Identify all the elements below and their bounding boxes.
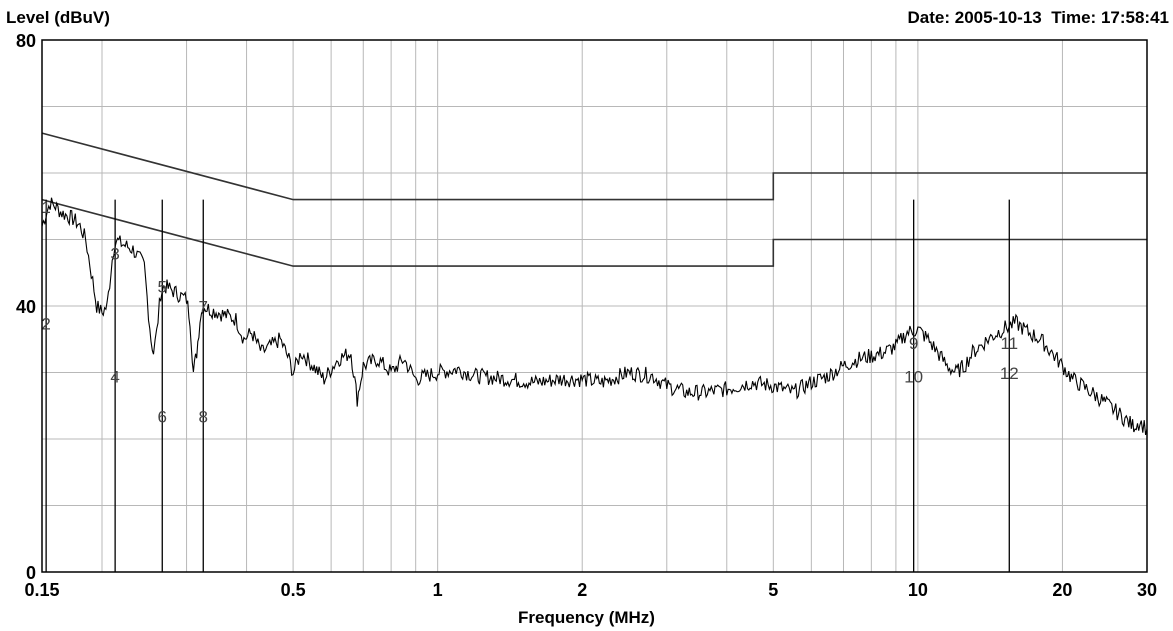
x-tick-label: 5 [768, 580, 778, 600]
marker-label-8: 8 [199, 407, 208, 426]
marker-label-5: 5 [158, 278, 167, 297]
x-tick-label: 20 [1052, 580, 1072, 600]
x-tick-label: 30 [1137, 580, 1157, 600]
limit-line-1 [41, 132, 1147, 201]
y-tick-label: 40 [16, 297, 36, 317]
limit-line-2 [41, 198, 1147, 267]
x-tick-label: 1 [433, 580, 443, 600]
marker-label-7: 7 [199, 298, 208, 317]
spectrum-trace [41, 197, 1148, 436]
marker-label-6: 6 [158, 407, 167, 426]
y-tick-label: 80 [16, 31, 36, 51]
marker-label-4: 4 [110, 367, 119, 386]
marker-label-1: 1 [41, 198, 50, 217]
x-tick-label: 10 [908, 580, 928, 600]
y-tick-label: 0 [26, 563, 36, 583]
marker-label-11: 11 [1000, 334, 1018, 353]
x-tick-label: 2 [577, 580, 587, 600]
time-text: Time: 17:58:41 [1051, 8, 1169, 27]
marker-label-12: 12 [1000, 364, 1019, 383]
plot-frame [41, 39, 1148, 573]
marker-label-10: 10 [904, 367, 923, 386]
x-axis-label: Frequency (MHz) [518, 608, 655, 627]
y-axis-label: Level (dBuV) [6, 8, 110, 27]
x-tick-label: 0.15 [24, 580, 59, 600]
date-text: Date: 2005-10-13 [907, 8, 1042, 27]
marker-label-2: 2 [41, 314, 50, 333]
marker-label-9: 9 [909, 334, 918, 353]
marker-label-3: 3 [110, 244, 119, 263]
x-tick-label: 0.5 [281, 580, 306, 600]
date-time-stamp: Date: 2005-10-13 Time: 17:58:41 [908, 8, 1169, 28]
